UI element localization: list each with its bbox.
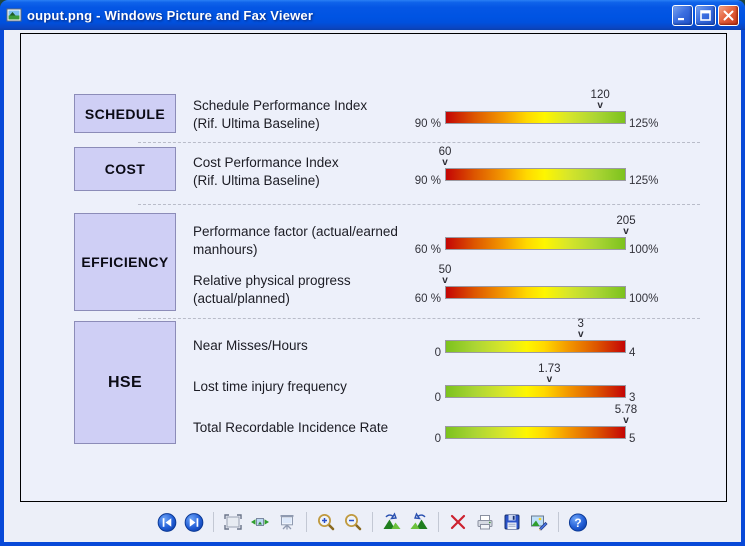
gauge-min-label: 90 % [414, 118, 441, 130]
best-fit-button[interactable] [222, 511, 244, 533]
zoom-in-icon [318, 514, 335, 531]
gauge-gradient-bar [445, 385, 626, 398]
slideshow-icon [280, 515, 294, 530]
slideshow-button[interactable] [276, 511, 298, 533]
picture-viewer-app-icon [6, 7, 22, 23]
metric-label-performance-factor: Performance factor (actual/earned manhou… [193, 224, 398, 257]
metric-label-trir: Total Recordable Incidence Rate [193, 420, 389, 435]
gauge-value-marker: 1.73 v [538, 363, 561, 385]
viewer-body: SCHEDULE COST EFFICIENCY HSE Schedule Pe… [4, 30, 741, 542]
gauge-min-label: 0 [434, 347, 441, 359]
metric-label-spi: Schedule Performance Index (Rif. Ultima … [193, 98, 368, 131]
gauge-max-label: 100% [629, 293, 659, 305]
gauge-max-label: 125% [629, 118, 659, 130]
viewer-toolbar: ? [4, 502, 741, 542]
metric-label-cpi: Cost Performance Index (Rif. Ultima Base… [193, 155, 339, 188]
gauge-performance-factor: 205 v 60 % 100% [415, 215, 659, 256]
gauge-cost-cpi: 60 v 90 % 125% [415, 146, 659, 187]
category-box-schedule: SCHEDULE [74, 94, 176, 133]
close-button[interactable] [718, 4, 739, 26]
gauge-gradient-bar [445, 426, 626, 439]
gauge-relative-progress: 50 v 60 % 100% [415, 264, 659, 305]
gauge-max-label: 3 [629, 392, 636, 404]
help-icon: ? [568, 512, 588, 532]
toolbar-separator [372, 512, 373, 532]
rotate-counterclockwise-button[interactable] [408, 511, 430, 533]
next-image-button[interactable] [183, 511, 205, 533]
window-title: ouput.png - Windows Picture and Fax View… [27, 7, 314, 23]
print-icon [477, 515, 493, 530]
rotate-clockwise-button[interactable] [381, 511, 403, 533]
gauge-gradient-bar [445, 340, 626, 353]
help-button[interactable]: ? [567, 511, 589, 533]
category-box-cost: COST [74, 147, 176, 191]
toolbar-separator [213, 512, 214, 532]
actual-size-button[interactable] [249, 511, 271, 533]
delete-button[interactable] [447, 511, 469, 533]
toolbar-separator [438, 512, 439, 532]
svg-text:?: ? [574, 515, 581, 529]
gauge-min-label: 60 % [414, 244, 441, 256]
metric-label-near-misses: Near Misses/Hours [193, 338, 308, 353]
rotate-counterclockwise-icon [410, 512, 428, 529]
zoom-in-button[interactable] [315, 511, 337, 533]
metric-label-relative-progress: Relative physical progress (actual/plann… [193, 273, 351, 306]
zoom-out-button[interactable] [342, 511, 364, 533]
gauge-value-marker: 205 v [616, 215, 636, 237]
gauge-gradient-bar [445, 286, 626, 299]
section-separator [138, 204, 700, 205]
gauge-value-marker: 50 v [438, 264, 452, 286]
save-icon [504, 514, 520, 530]
metric-label-lost-time: Lost time injury frequency [193, 379, 347, 394]
title-bar[interactable]: ouput.png - Windows Picture and Fax View… [0, 0, 745, 30]
section-separator [138, 142, 700, 143]
edit-icon [531, 515, 548, 531]
gauge-schedule-spi: 120 v 90 % 125% [415, 89, 659, 130]
minimize-button[interactable] [672, 4, 693, 26]
edit-button[interactable] [528, 511, 550, 533]
gauge-min-label: 0 [434, 433, 441, 445]
gauge-gradient-bar [445, 168, 626, 181]
gauge-gradient-bar [445, 111, 626, 124]
gauge-max-label: 100% [629, 244, 659, 256]
gauge-max-label: 4 [629, 347, 636, 359]
previous-image-button[interactable] [156, 511, 178, 533]
toolbar-separator [558, 512, 559, 532]
gauge-lost-time: 1.73 v 0 3 [435, 363, 636, 404]
category-label: HSE [107, 373, 143, 391]
gauge-value-marker: 120 v [590, 89, 610, 111]
gauge-value-marker: 5.78 v [614, 404, 638, 426]
best-fit-icon [224, 514, 242, 530]
category-label: EFFICIENCY [81, 254, 169, 270]
actual-size-icon [251, 518, 269, 526]
next-image-icon [184, 512, 204, 532]
image-viewport: SCHEDULE COST EFFICIENCY HSE Schedule Pe… [20, 33, 727, 502]
category-box-efficiency: EFFICIENCY [74, 213, 176, 311]
save-button[interactable] [501, 511, 523, 533]
previous-image-icon [157, 512, 177, 532]
category-box-hse: HSE [74, 321, 176, 444]
gauge-value-marker: 60 v [438, 146, 452, 168]
category-label: SCHEDULE [84, 105, 166, 122]
gauge-trir: 5.78 v 0 5 [435, 404, 638, 445]
maximize-button[interactable] [695, 4, 716, 26]
category-label: COST [104, 161, 146, 177]
window-controls [672, 4, 739, 26]
delete-icon [450, 514, 466, 530]
gauge-min-label: 60 % [414, 293, 441, 305]
gauge-min-label: 90 % [414, 175, 441, 187]
zoom-out-icon [345, 514, 362, 531]
print-button[interactable] [474, 511, 496, 533]
gauge-gradient-bar [445, 237, 626, 250]
gauge-min-label: 0 [434, 392, 441, 404]
gauge-max-label: 5 [629, 433, 636, 445]
rotate-clockwise-icon [383, 512, 401, 529]
toolbar-separator [306, 512, 307, 532]
gauge-max-label: 125% [629, 175, 659, 187]
section-separator [138, 318, 700, 319]
